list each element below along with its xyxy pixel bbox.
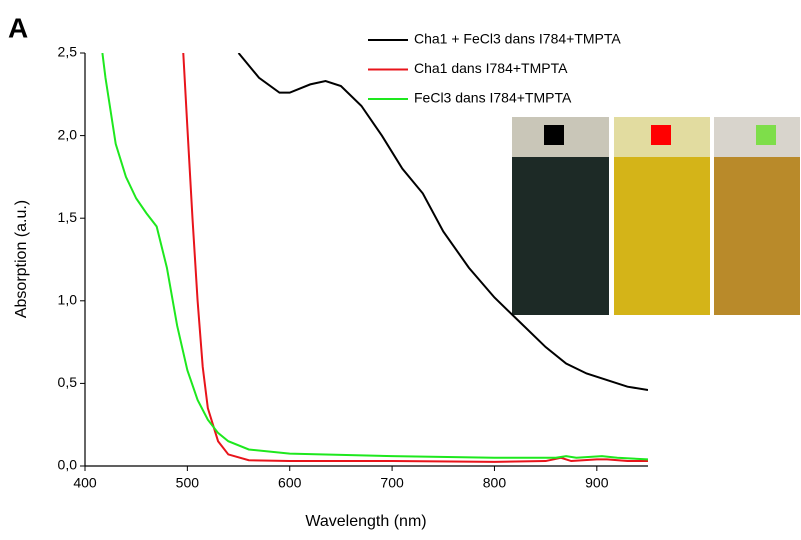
photos <box>512 117 800 315</box>
x-axis-label: Wavelength (nm) <box>305 513 426 530</box>
line <box>237 53 648 391</box>
photo-marker <box>544 125 564 145</box>
x-tick-label: 600 <box>278 475 302 491</box>
photo-marker <box>651 125 671 145</box>
y-tick-label: 2,0 <box>58 126 78 142</box>
y-tick-label: 0,0 <box>58 457 78 473</box>
x-tick-label: 900 <box>585 475 609 491</box>
legend-label: FeCl3 dans I784+TMPTA <box>414 90 572 106</box>
panel-label: A <box>8 12 28 43</box>
y-tick-label: 2,5 <box>58 44 78 60</box>
legend-label: Cha1 + FeCl3 dans I784+TMPTA <box>414 31 621 47</box>
y-tick-label: 1,5 <box>58 209 78 225</box>
plot <box>101 53 648 463</box>
y-tick-label: 0,5 <box>58 374 78 390</box>
x-tick-label: 800 <box>483 475 507 491</box>
y-axis-label: Absorption (a.u.) <box>13 200 30 318</box>
x-tick-label: 500 <box>176 475 200 491</box>
line <box>182 53 648 463</box>
legend-label: Cha1 dans I784+TMPTA <box>414 60 568 76</box>
photo-marker <box>756 125 776 145</box>
line <box>101 53 648 461</box>
x-tick-label: 700 <box>380 475 404 491</box>
y-tick-label: 1,0 <box>58 292 78 308</box>
x-tick-label: 400 <box>73 475 97 491</box>
